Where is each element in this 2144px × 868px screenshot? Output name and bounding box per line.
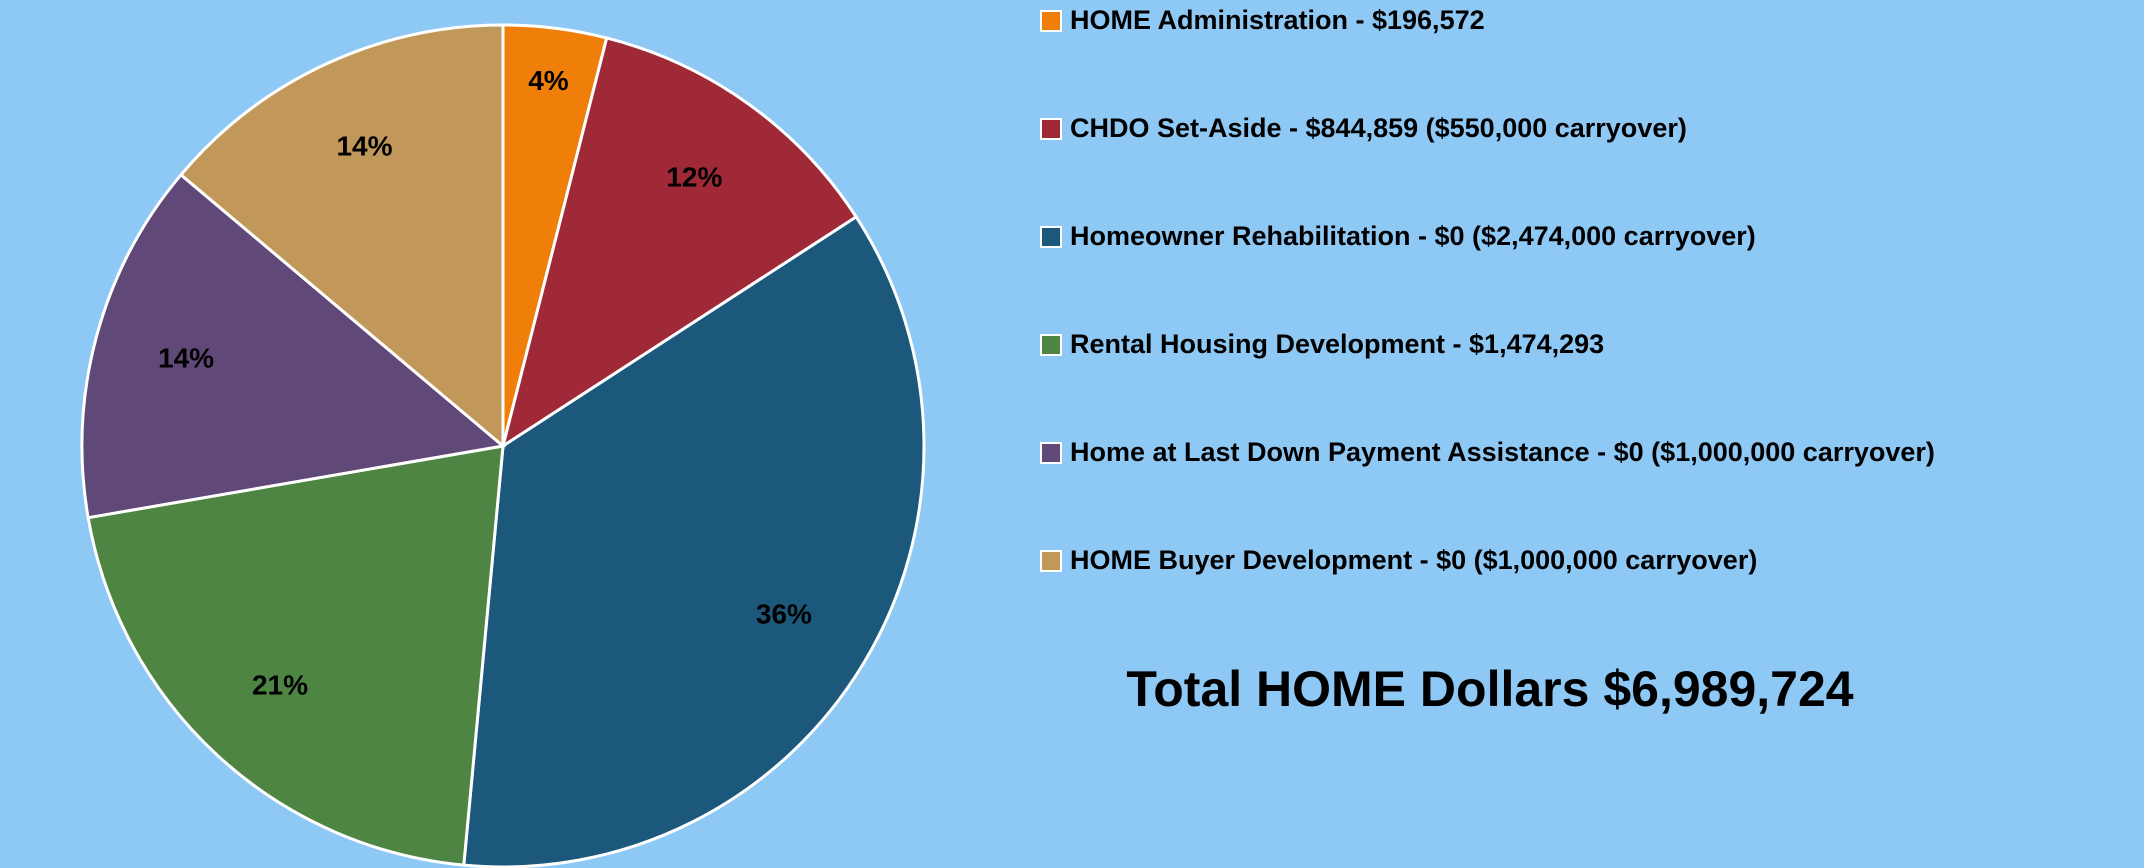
legend-swatch	[1040, 118, 1062, 140]
legend-label: Rental Housing Development - $1,474,293	[1070, 329, 1604, 359]
legend-swatch	[1040, 334, 1062, 356]
pie-slice	[178, 23, 505, 450]
legend-swatch	[1040, 442, 1062, 464]
slice-label: 14%	[336, 131, 392, 162]
legend-label: HOME Buyer Development - $0 ($1,000,000 …	[1070, 545, 1757, 575]
pie-slice	[500, 36, 859, 450]
legend-label: Home at Last Down Payment Assistance - $…	[1070, 437, 1935, 467]
slice-label: 4%	[528, 65, 569, 96]
pie-slice	[86, 444, 505, 867]
legend-swatch	[1040, 226, 1062, 248]
legend-label: Homeowner Rehabilitation - $0 ($2,474,00…	[1070, 221, 1756, 251]
legend-label: HOME Administration - $196,572	[1070, 5, 1485, 35]
slice-label: 36%	[756, 598, 812, 629]
pie-slice	[462, 214, 926, 868]
legend-swatch	[1040, 550, 1062, 572]
slice-label: 21%	[252, 669, 308, 700]
slice-label: 14%	[158, 343, 214, 374]
chart-title: Total HOME Dollars $6,989,724	[1126, 661, 1853, 717]
slice-label: 12%	[666, 162, 722, 193]
legend-label: CHDO Set-Aside - $844,859 ($550,000 carr…	[1070, 113, 1687, 143]
legend-swatch	[1040, 10, 1062, 32]
pie-slice	[80, 172, 507, 520]
